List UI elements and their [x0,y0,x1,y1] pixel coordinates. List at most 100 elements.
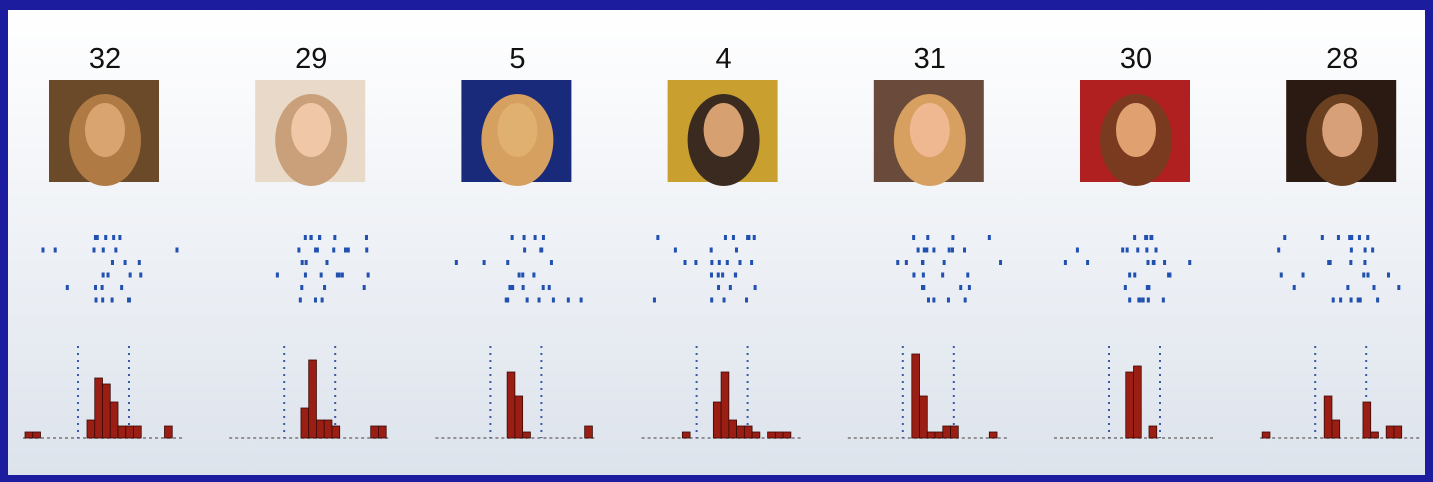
raster-spike [948,248,951,253]
raster-spike [580,298,583,303]
histogram-bar [783,432,791,438]
raster-spike [653,298,656,303]
raster-spike [951,248,954,253]
raster-spike [732,235,735,240]
raster-spike [1124,285,1127,290]
histogram-bar [943,426,951,438]
raster-spike [483,260,486,265]
raster-spike [694,260,697,265]
raster-spike [964,298,967,303]
raster-spike [338,273,341,278]
raster-spike [750,260,753,265]
stimulus-number: 29 [295,43,327,75]
raster-spike [1349,260,1352,265]
histogram-bar [1262,432,1270,438]
raster-spike [94,285,97,290]
raster-spike [365,248,368,253]
raster-spike [523,235,526,240]
histogram-bar [1371,432,1379,438]
raster-spike [107,273,110,278]
stimulus-number: 4 [716,43,732,75]
raster-spike [276,273,279,278]
raster-spike [1350,248,1353,253]
raster-spike [710,260,713,265]
raster-spike [321,298,324,303]
raster-spike [754,285,757,290]
histogram-bar [371,426,379,438]
raster-spike [54,248,57,253]
raster-spike [674,248,677,253]
raster-spike [1121,248,1124,253]
raster-spike [1397,285,1400,290]
raster-spike [1359,298,1362,303]
raster-spike [1150,235,1153,240]
raster-spike [932,298,935,303]
raster-spike [753,235,756,240]
histogram-bar [1126,372,1134,438]
raster-spike [1188,260,1191,265]
raster-spike [511,235,514,240]
raster-spike [1145,248,1148,253]
raster-spike [932,248,935,253]
raster-spike [548,285,551,290]
raster-spike [310,235,313,240]
raster-spike [304,273,307,278]
raster-spike [1126,248,1129,253]
raster-spike [1137,298,1140,303]
raster-spike [724,235,727,240]
raster-spike [943,260,946,265]
raster-spike [927,298,930,303]
slide: 322954313028 [0,0,1433,482]
histogram-bar [301,408,309,438]
raster-spike [921,260,924,265]
raster-spike [1293,285,1296,290]
raster-spike [1364,248,1367,253]
histogram-bar [126,426,134,438]
raster-spike [325,260,328,265]
raster-spike [511,285,514,290]
raster-spike [1302,273,1305,278]
raster-spike [896,260,899,265]
histogram-bar [744,426,752,438]
histogram-bar [752,432,760,438]
raster-spike [912,235,915,240]
page: 322954313028 (() => { const data = JSON.… [0,0,1433,482]
raster-spike [111,298,114,303]
histogram-bar [989,432,997,438]
raster-spike [710,298,713,303]
raster-spike [729,285,732,290]
raster-spike [1145,235,1148,240]
stimulus-number: 32 [89,43,121,75]
histogram-bar [134,426,142,438]
raster-spike [710,273,713,278]
raster-spike [1367,273,1370,278]
raster-spike [518,273,521,278]
histogram-bar [768,432,776,438]
histogram-bar [920,396,928,438]
raster-spike [1350,298,1353,303]
raster-spike [538,298,541,303]
raster-spike [1128,298,1131,303]
raster-spike [363,285,366,290]
raster-spike [567,298,570,303]
raster-spike [947,298,950,303]
raster-spike [922,273,925,278]
raster-spike [523,248,526,253]
raster-spike [1332,298,1335,303]
raster-spike [1163,260,1166,265]
raster-spike [332,248,335,253]
raster-spike [129,273,132,278]
raster-spike [963,248,966,253]
raster-spike [318,235,321,240]
histogram-bar [33,432,41,438]
raster-spike [534,235,537,240]
photo-face [1116,103,1156,157]
raster-spike [1366,235,1369,240]
raster-spike [710,248,713,253]
raster-spike [104,235,107,240]
stimulus-number: 30 [1120,43,1152,75]
raster-spike [118,235,121,240]
raster-spike [718,260,721,265]
raster-spike [1147,260,1150,265]
raster-spike [1358,235,1361,240]
